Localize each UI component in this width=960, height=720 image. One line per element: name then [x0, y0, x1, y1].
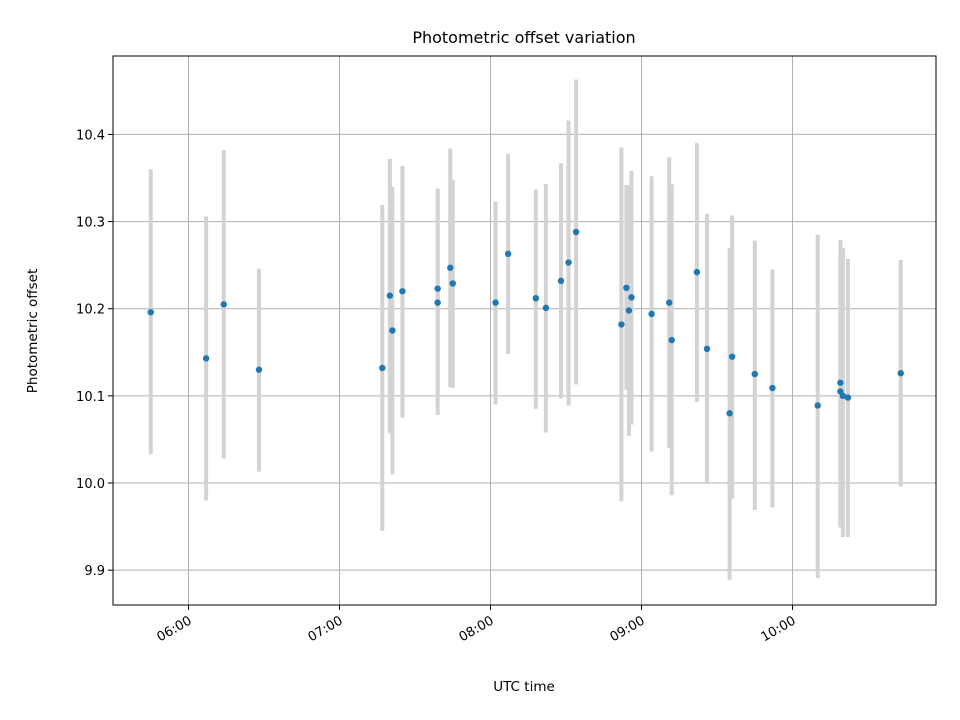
- data-point: [623, 284, 630, 291]
- data-point: [666, 299, 673, 306]
- y-axis-label: Photometric offset: [25, 269, 41, 393]
- data-point: [379, 364, 386, 372]
- data-point: [389, 327, 396, 334]
- x-tick-label: 10:00: [759, 613, 799, 645]
- y-tick-label: 10.3: [76, 216, 105, 231]
- data-point: [572, 228, 580, 236]
- y-tick-label: 10.1: [76, 390, 105, 405]
- data-point: [844, 394, 852, 401]
- y-tick-label: 10.4: [76, 128, 105, 143]
- data-point: [839, 392, 847, 400]
- data-point: [449, 280, 456, 287]
- x-axis-ticks: 06:00 07:00 08:00 09:00 10:00: [155, 605, 799, 645]
- x-tick-label: 06:00: [155, 613, 195, 645]
- y-tick-label: 10.0: [76, 477, 105, 492]
- data-point: [532, 295, 540, 302]
- data-point: [447, 264, 454, 271]
- data-point: [693, 268, 701, 276]
- data-point: [751, 370, 758, 378]
- data-point: [897, 370, 904, 377]
- data-point: [728, 353, 736, 360]
- error-bars: [148, 79, 903, 580]
- data-point: [648, 310, 655, 318]
- data-point: [814, 402, 821, 409]
- data-point: [542, 304, 550, 312]
- data-point: [434, 299, 441, 306]
- data-point: [386, 292, 394, 299]
- data-point: [618, 321, 625, 328]
- data-point: [628, 294, 635, 301]
- data-point: [399, 288, 406, 295]
- data-point: [726, 410, 733, 417]
- x-tick-label: 09:00: [608, 613, 648, 645]
- x-tick-label: 07:00: [306, 613, 346, 645]
- x-tick-label: 08:00: [457, 613, 497, 645]
- y-tick-label: 10.2: [76, 303, 105, 318]
- chart-title: Photometric offset variation: [412, 28, 635, 47]
- data-point: [769, 384, 776, 392]
- data-point: [557, 277, 565, 285]
- data-point: [625, 307, 633, 314]
- data-point: [703, 345, 711, 352]
- y-axis-ticks: 9.9 10.0 10.1 10.2 10.3 10.4: [76, 128, 113, 579]
- data-point: [668, 336, 675, 344]
- data-point: [255, 366, 263, 373]
- data-point: [837, 379, 844, 386]
- x-axis-label: UTC time: [493, 679, 555, 695]
- grid-lines: [113, 56, 936, 605]
- data-point: [220, 301, 227, 308]
- y-tick-label: 9.9: [84, 564, 105, 579]
- data-point: [504, 250, 512, 258]
- data-point: [147, 309, 154, 316]
- data-point: [565, 259, 572, 266]
- data-points: [147, 228, 904, 417]
- data-point: [202, 355, 210, 362]
- plot-frame: [112, 55, 937, 606]
- data-point: [434, 285, 441, 292]
- data-point: [492, 299, 499, 306]
